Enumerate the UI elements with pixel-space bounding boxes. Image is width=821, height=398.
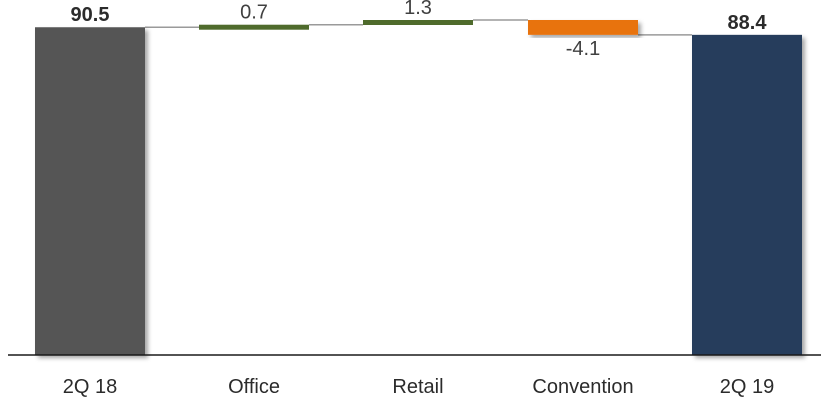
data-label: -4.1 [566, 38, 600, 60]
bar-office [199, 24, 309, 30]
data-label: 0.7 [240, 2, 268, 24]
data-label: 90.5 [71, 4, 110, 26]
data-label: 88.4 [728, 12, 768, 34]
data-labels: 90.5 0.7 1.3 -4.1 88.4 [71, 0, 768, 60]
connector-lines [145, 19, 692, 36]
category-label: Convention [532, 376, 633, 398]
category-labels: 2Q 18 Office Retail Convention 2Q 19 [63, 376, 774, 398]
category-label: Retail [392, 376, 443, 398]
category-label: 2Q 18 [63, 376, 117, 398]
category-label: 2Q 19 [720, 376, 774, 398]
bar-convention [528, 20, 638, 35]
bar-group [35, 20, 802, 356]
bar-2q-19 [692, 34, 802, 356]
data-label: 1.3 [404, 0, 432, 19]
category-label: Office [228, 376, 280, 398]
bar-retail [363, 20, 473, 25]
bar-2q-18 [35, 27, 145, 355]
